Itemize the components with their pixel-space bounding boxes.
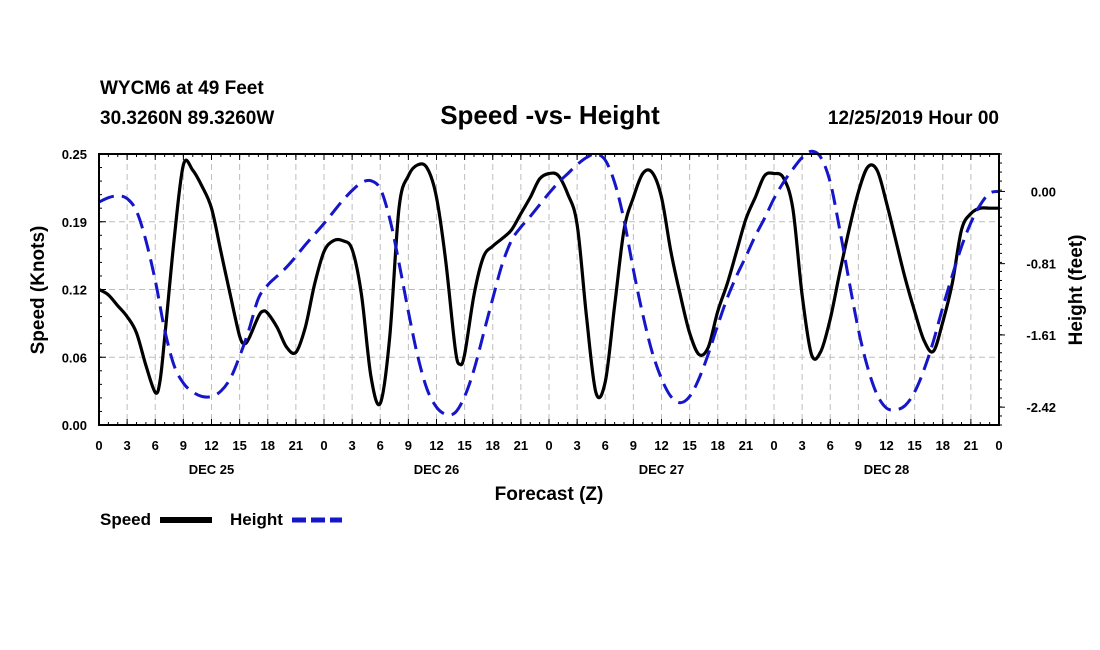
x-tick-label: 15 [682,438,696,453]
y-axis-ticks: 0.00 0.06 0.12 0.19 0.25 [62,147,106,433]
x-tick-label: 9 [405,438,412,453]
x-tick-label: 15 [232,438,246,453]
y-tick-label: 0.06 [62,350,87,365]
y-axis-label: Speed (Knots) [28,226,49,355]
x-tick-label: 3 [124,438,131,453]
y2-axis-ticks: 0.00 -0.81 -1.61 -2.42 [999,184,1056,415]
day-label: DEC 26 [414,462,460,477]
x-tick-label: 9 [630,438,637,453]
day-label: DEC 25 [189,462,235,477]
x-axis-label: Forecast (Z) [495,484,604,505]
x-tick-label: 12 [429,438,443,453]
x-tick-label: 6 [827,438,834,453]
run-time-label: 12/25/2019 Hour 00 [828,108,999,129]
x-tick-label: 0 [320,438,327,453]
x-tick-label: 12 [204,438,218,453]
x-tick-label: 0 [770,438,777,453]
day-label: DEC 28 [864,462,910,477]
chart-title: Speed -vs- Height [440,100,660,130]
coordinates-label: 30.3260N 89.3260W [100,108,274,129]
x-tick-label: 21 [289,438,303,453]
y-tick-label: 0.19 [62,215,87,230]
x-tick-label: 0 [995,438,1002,453]
station-label: WYCM6 at 49 Feet [100,78,264,99]
x-tick-label: 21 [514,438,528,453]
x-tick-label: 18 [711,438,725,453]
x-tick-label: 18 [486,438,500,453]
y2-tick-label: 0.00 [1031,184,1056,199]
series-layer [98,149,1000,417]
x-tick-label: 18 [261,438,275,453]
day-labels: DEC 25 DEC 26 DEC 27 DEC 28 [189,462,910,477]
x-axis-ticks: 0 3 6 9 12 15 18 21 0 3 6 9 12 15 18 21 0 3 6 9 12 15 18 21 0 3 6 9… [95,438,1002,453]
x-tick-label: 0 [95,438,102,453]
x-tick-label: 12 [654,438,668,453]
x-tick-label: 9 [180,438,187,453]
legend-height-label: Height [230,510,283,529]
y2-axis-label: Height (feet) [1066,235,1087,346]
x-tick-label: 3 [799,438,806,453]
y-tick-label: 0.00 [62,418,87,433]
x-tick-label: 9 [855,438,862,453]
x-tick-label: 12 [879,438,893,453]
legend: Speed Height [100,510,342,529]
y-tick-label: 0.25 [62,147,87,162]
y2-tick-label: -0.81 [1026,257,1056,272]
x-tick-label: 18 [936,438,950,453]
x-tick-label: 15 [457,438,471,453]
x-tick-label: 21 [739,438,753,453]
y2-tick-label: -2.42 [1026,400,1056,415]
x-tick-label: 0 [545,438,552,453]
y-tick-label: 0.12 [62,283,87,298]
x-tick-label: 21 [964,438,978,453]
x-tick-label: 6 [377,438,384,453]
legend-speed-label: Speed [100,510,151,529]
x-tick-label: 15 [907,438,921,453]
x-tick-label: 6 [602,438,609,453]
x-tick-label: 3 [349,438,356,453]
day-label: DEC 27 [639,462,685,477]
x-tick-label: 3 [574,438,581,453]
y2-tick-label: -1.61 [1026,328,1056,343]
height-series-line [98,149,1000,417]
x-tick-label: 6 [152,438,159,453]
